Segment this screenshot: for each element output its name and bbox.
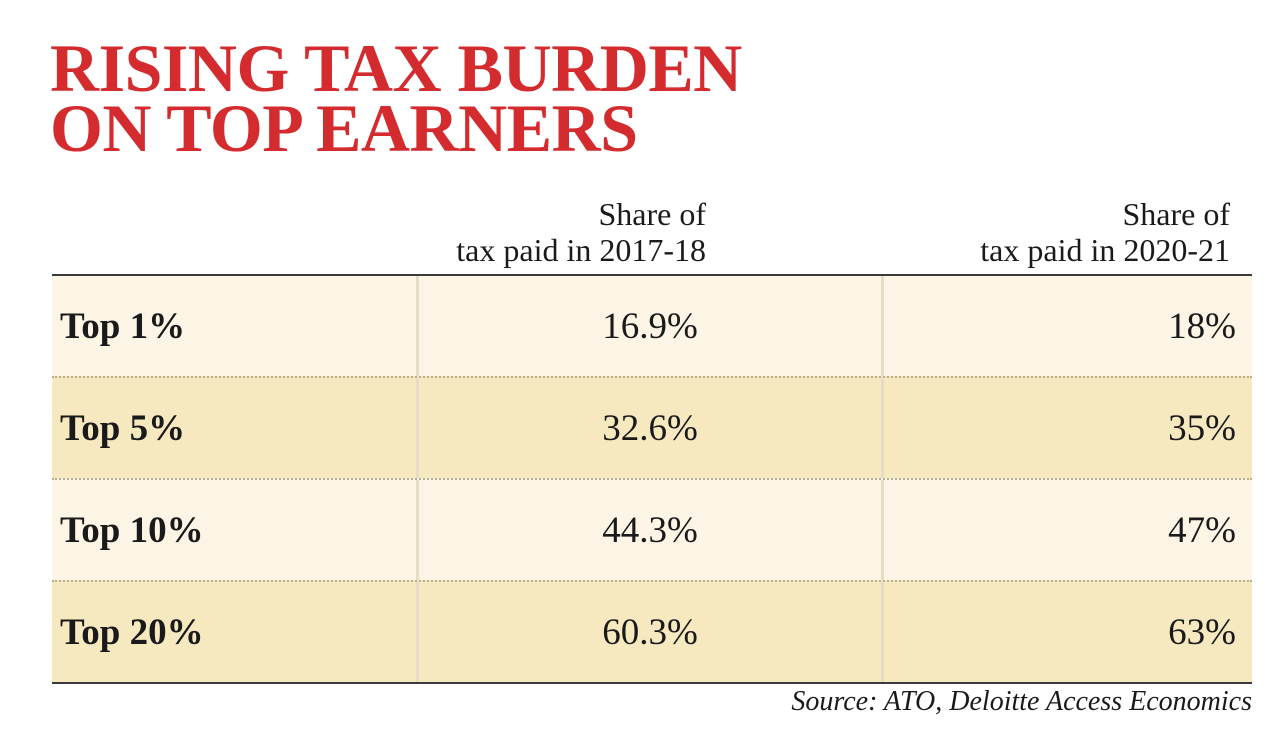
tax-share-table: Top 1% 16.9% 18% Top 5% 32.6% 35% Top 10… — [52, 274, 1252, 684]
cell-2020-21: 18% — [1168, 305, 1236, 347]
column-header-2020-21-line-2: tax paid in 2020-21 — [980, 232, 1230, 268]
chart-title: RISING TAX BURDEN ON TOP EARNERS — [50, 30, 742, 166]
table-row-top-1: Top 1% 16.9% 18% — [52, 276, 1252, 376]
column-header-2020-21-line-1: Share of — [1122, 196, 1230, 232]
cell-2020-21: 47% — [1168, 509, 1236, 551]
column-header-2017-18-line-1: Share of — [598, 196, 706, 232]
chart-title-line-2: ON TOP EARNERS — [50, 90, 638, 166]
source-note: Source: ATO, Deloitte Access Economics — [791, 686, 1252, 717]
cell-2020-21: 63% — [1168, 611, 1236, 653]
row-label: Top 1% — [52, 276, 419, 376]
row-label: Top 5% — [52, 378, 419, 478]
cell-2017-18: 16.9% — [419, 276, 884, 376]
cell-2017-18: 60.3% — [419, 582, 884, 682]
column-header-2017-18: Share of tax paid in 2017-18 — [456, 196, 706, 268]
column-header-2020-21: Share of tax paid in 2020-21 — [980, 196, 1230, 268]
chart-title-line-1: RISING TAX BURDEN — [50, 30, 742, 106]
table-row-top-10: Top 10% 44.3% 47% — [52, 478, 1252, 580]
cell-2017-18: 44.3% — [419, 480, 884, 580]
table-row-top-5: Top 5% 32.6% 35% — [52, 376, 1252, 478]
cell-2020-21: 35% — [1168, 407, 1236, 449]
column-header-2017-18-line-2: tax paid in 2017-18 — [456, 232, 706, 268]
cell-2017-18: 32.6% — [419, 378, 884, 478]
row-label: Top 20% — [52, 582, 419, 682]
table-row-top-20: Top 20% 60.3% 63% — [52, 580, 1252, 682]
row-label: Top 10% — [52, 480, 419, 580]
